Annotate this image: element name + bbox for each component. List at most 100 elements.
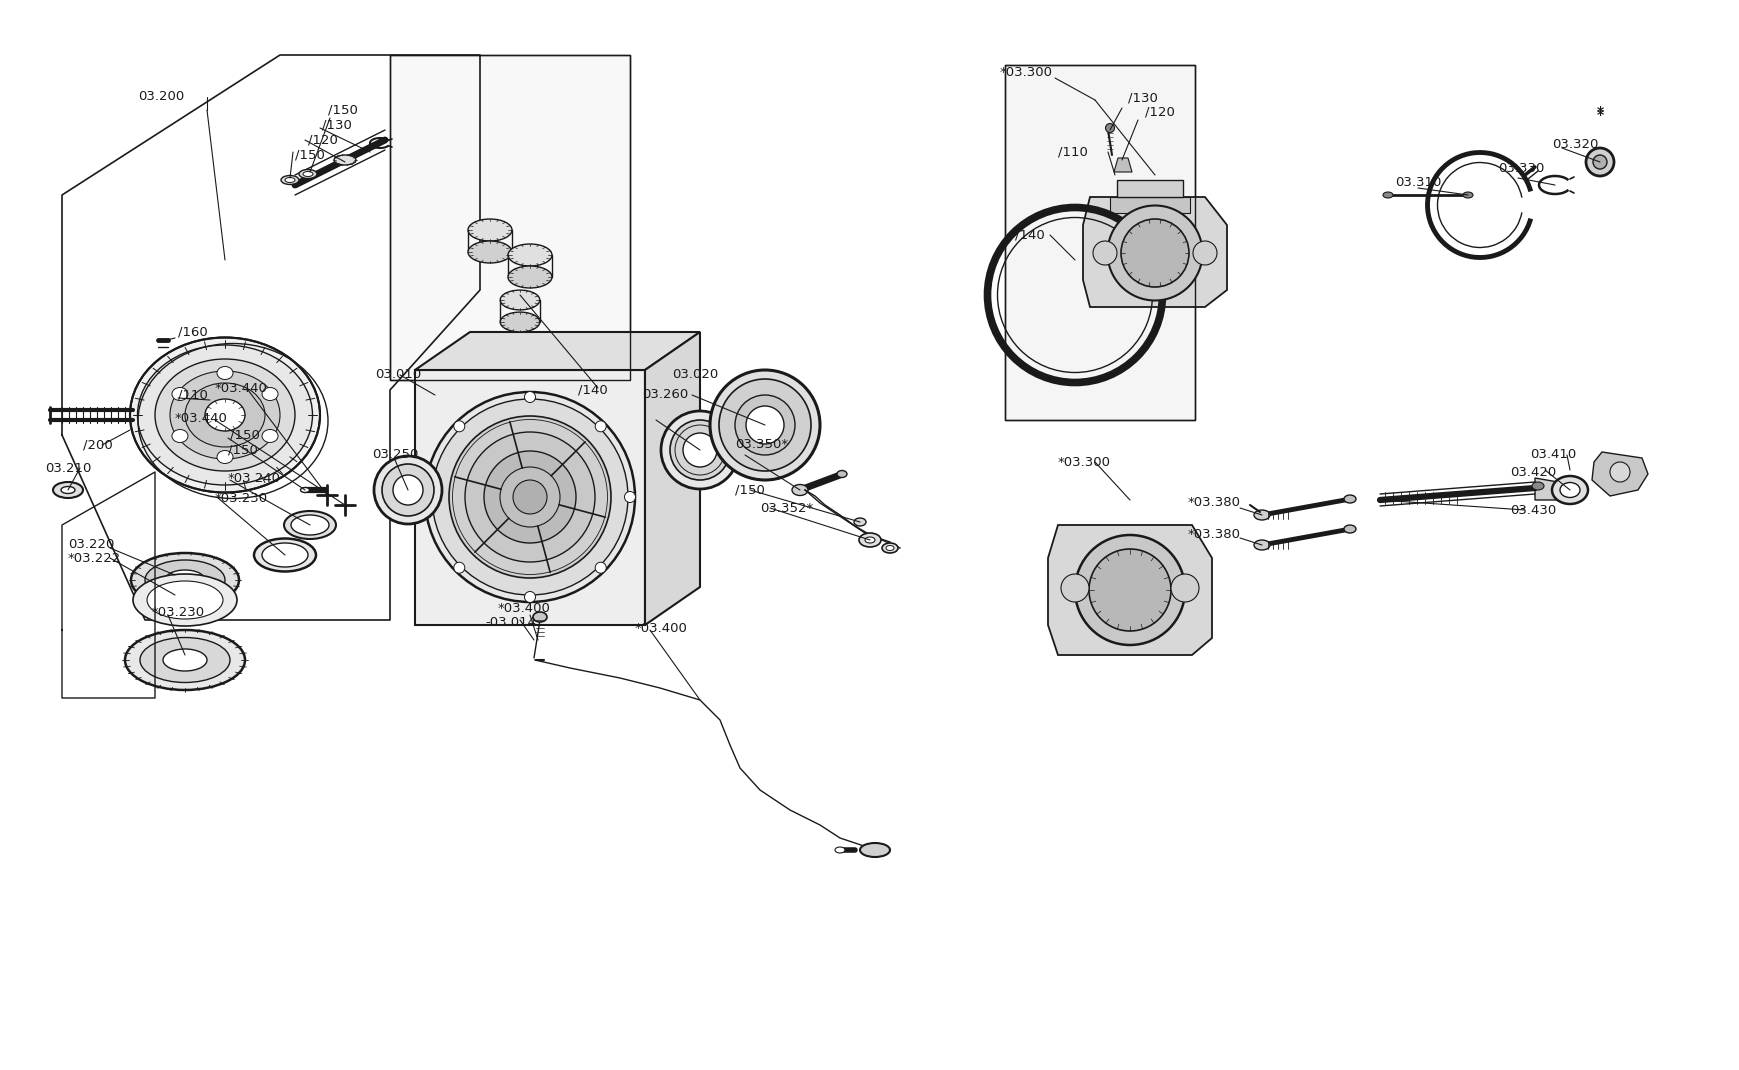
Ellipse shape	[595, 421, 605, 432]
Ellipse shape	[132, 574, 237, 626]
Ellipse shape	[1593, 155, 1607, 169]
Ellipse shape	[1560, 483, 1579, 498]
Ellipse shape	[1120, 219, 1188, 287]
Ellipse shape	[263, 429, 278, 443]
Ellipse shape	[683, 433, 716, 467]
Ellipse shape	[499, 290, 539, 310]
Ellipse shape	[835, 847, 845, 853]
Text: *03.400: *03.400	[635, 622, 687, 635]
Text: *03.300: *03.300	[1000, 65, 1052, 78]
Text: *03.380: *03.380	[1188, 495, 1240, 508]
Text: *: *	[1595, 108, 1603, 122]
Ellipse shape	[718, 379, 810, 471]
Ellipse shape	[137, 345, 313, 485]
Ellipse shape	[383, 464, 433, 516]
Ellipse shape	[499, 312, 539, 332]
Ellipse shape	[1254, 510, 1269, 520]
Ellipse shape	[290, 515, 329, 535]
Ellipse shape	[139, 638, 230, 683]
Ellipse shape	[1609, 462, 1629, 482]
Ellipse shape	[859, 533, 880, 547]
Ellipse shape	[130, 337, 320, 492]
Ellipse shape	[532, 612, 546, 622]
Ellipse shape	[1075, 535, 1184, 645]
Ellipse shape	[1551, 476, 1588, 504]
Ellipse shape	[854, 518, 866, 526]
Text: /140: /140	[577, 383, 607, 397]
Ellipse shape	[263, 542, 308, 567]
Ellipse shape	[280, 175, 299, 184]
Ellipse shape	[1254, 540, 1269, 550]
Text: /150: /150	[296, 149, 325, 162]
Ellipse shape	[624, 491, 635, 503]
Text: *03.440: *03.440	[176, 412, 228, 425]
Ellipse shape	[468, 241, 511, 263]
Ellipse shape	[144, 560, 224, 600]
Text: 03.420: 03.420	[1509, 465, 1555, 478]
Ellipse shape	[1343, 525, 1355, 533]
Text: *03.440: *03.440	[216, 382, 268, 395]
Polygon shape	[1113, 158, 1132, 172]
Ellipse shape	[301, 488, 310, 492]
Ellipse shape	[1106, 205, 1202, 301]
Polygon shape	[416, 332, 699, 370]
Polygon shape	[1082, 197, 1226, 307]
Ellipse shape	[431, 399, 628, 595]
Ellipse shape	[146, 581, 223, 620]
Text: *: *	[1595, 105, 1603, 119]
Text: *03.222: *03.222	[68, 551, 122, 565]
Ellipse shape	[468, 219, 511, 241]
Polygon shape	[1005, 65, 1195, 421]
Ellipse shape	[254, 538, 316, 571]
Ellipse shape	[172, 429, 188, 443]
Ellipse shape	[1383, 192, 1393, 198]
Ellipse shape	[454, 562, 464, 574]
Ellipse shape	[52, 482, 83, 498]
Ellipse shape	[885, 546, 894, 550]
Text: 03.330: 03.330	[1497, 162, 1544, 174]
Ellipse shape	[283, 511, 336, 539]
Text: 03.320: 03.320	[1551, 138, 1598, 152]
Text: *03.230: *03.230	[216, 491, 268, 504]
Text: /150: /150	[329, 104, 358, 117]
Ellipse shape	[1462, 192, 1473, 198]
Ellipse shape	[424, 392, 635, 602]
Ellipse shape	[1584, 148, 1614, 175]
Polygon shape	[1116, 180, 1183, 197]
Text: /160: /160	[177, 325, 207, 338]
Ellipse shape	[746, 406, 784, 444]
Text: 03.200: 03.200	[137, 91, 184, 104]
Text: /130: /130	[1127, 92, 1156, 105]
Text: /120: /120	[308, 134, 337, 147]
Ellipse shape	[184, 383, 264, 447]
Ellipse shape	[710, 370, 819, 480]
Ellipse shape	[130, 553, 238, 607]
Ellipse shape	[1061, 574, 1089, 602]
Ellipse shape	[299, 169, 316, 179]
Ellipse shape	[263, 387, 278, 400]
Polygon shape	[1109, 197, 1189, 213]
Ellipse shape	[791, 485, 807, 495]
Text: /140: /140	[1014, 229, 1043, 242]
Ellipse shape	[864, 537, 875, 542]
Ellipse shape	[508, 244, 551, 266]
Ellipse shape	[170, 371, 280, 459]
Polygon shape	[416, 370, 645, 625]
Text: 03.260: 03.260	[642, 388, 689, 401]
Text: *03.230: *03.230	[151, 606, 205, 618]
Text: /110: /110	[177, 388, 207, 401]
Ellipse shape	[499, 467, 560, 528]
Ellipse shape	[61, 487, 75, 493]
Text: /150: /150	[230, 428, 259, 442]
Text: 03.310: 03.310	[1395, 175, 1440, 188]
Ellipse shape	[217, 450, 233, 463]
Ellipse shape	[523, 392, 536, 402]
Polygon shape	[390, 55, 630, 380]
Ellipse shape	[1170, 574, 1198, 602]
Text: -03.014: -03.014	[485, 615, 536, 628]
Text: 03.220: 03.220	[68, 538, 115, 551]
Text: *03.400: *03.400	[497, 601, 551, 614]
Ellipse shape	[374, 456, 442, 524]
Ellipse shape	[205, 399, 245, 431]
Ellipse shape	[483, 450, 576, 542]
